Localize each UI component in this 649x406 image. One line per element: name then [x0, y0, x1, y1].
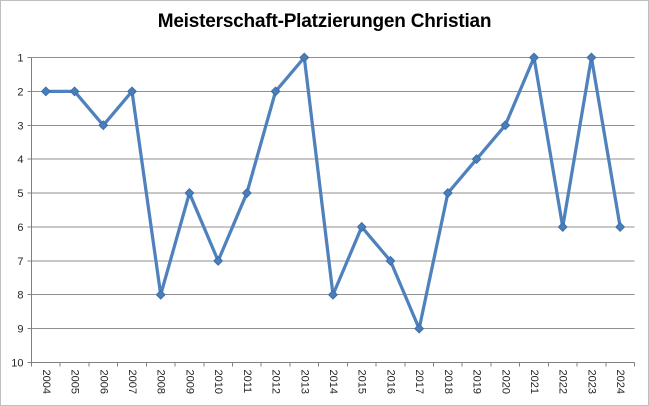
x-tick-label: 2020	[499, 370, 511, 394]
y-tick-label: 7	[17, 256, 23, 268]
data-point	[500, 120, 511, 131]
x-tick-label: 2019	[471, 370, 483, 394]
data-point	[69, 86, 80, 97]
x-tick-label: 2014	[327, 370, 339, 394]
data-point	[327, 289, 339, 300]
x-tick-label: 2015	[356, 370, 368, 394]
x-tick-label: 2004	[40, 370, 52, 394]
y-tick-label: 5	[17, 188, 23, 200]
x-tick-label: 2013	[298, 370, 310, 394]
x-tick-label: 2005	[69, 370, 81, 394]
x-tick-label: 2007	[126, 370, 138, 394]
y-tick-label: 10	[11, 358, 23, 370]
x-tick-label: 2010	[212, 370, 224, 394]
data-point	[299, 52, 310, 63]
x-tick-label: 2008	[155, 370, 167, 394]
data-point	[40, 86, 51, 97]
data-point	[241, 188, 252, 199]
x-tick-label: 2024	[614, 370, 626, 394]
x-tick-label: 2021	[528, 370, 540, 394]
data-point	[356, 221, 367, 232]
x-tick-label: 2016	[384, 370, 396, 394]
y-tick-label: 9	[17, 324, 23, 336]
data-point	[557, 221, 568, 232]
data-point	[615, 221, 626, 232]
y-tick-label: 1	[17, 53, 23, 65]
data-point	[586, 52, 597, 63]
x-tick-label: 2022	[557, 370, 569, 394]
data-point	[98, 120, 109, 131]
data-point	[385, 255, 396, 266]
data-point	[213, 255, 224, 266]
data-point	[414, 323, 425, 334]
x-tick-label: 2023	[585, 370, 597, 394]
y-tick-label: 4	[17, 154, 23, 166]
x-tick-label: 2018	[442, 370, 454, 394]
data-point	[471, 154, 482, 165]
data-point	[126, 86, 138, 97]
x-tick-label: 2011	[241, 370, 253, 394]
y-tick-label: 6	[17, 222, 23, 234]
data-point	[184, 188, 195, 199]
x-tick-label: 2006	[97, 370, 109, 394]
data-point	[155, 289, 166, 300]
y-tick-label: 3	[17, 120, 23, 132]
data-point	[528, 52, 540, 63]
x-tick-label: 2009	[183, 370, 195, 394]
chart-title: Meisterschaft-Platzierungen Christian	[157, 11, 492, 32]
y-tick-label: 8	[17, 290, 23, 302]
x-tick-label: 2017	[413, 370, 425, 394]
data-point	[270, 86, 281, 97]
y-tick-label: 2	[17, 86, 23, 98]
x-tick-label: 2012	[270, 370, 282, 394]
data-point	[442, 188, 453, 199]
